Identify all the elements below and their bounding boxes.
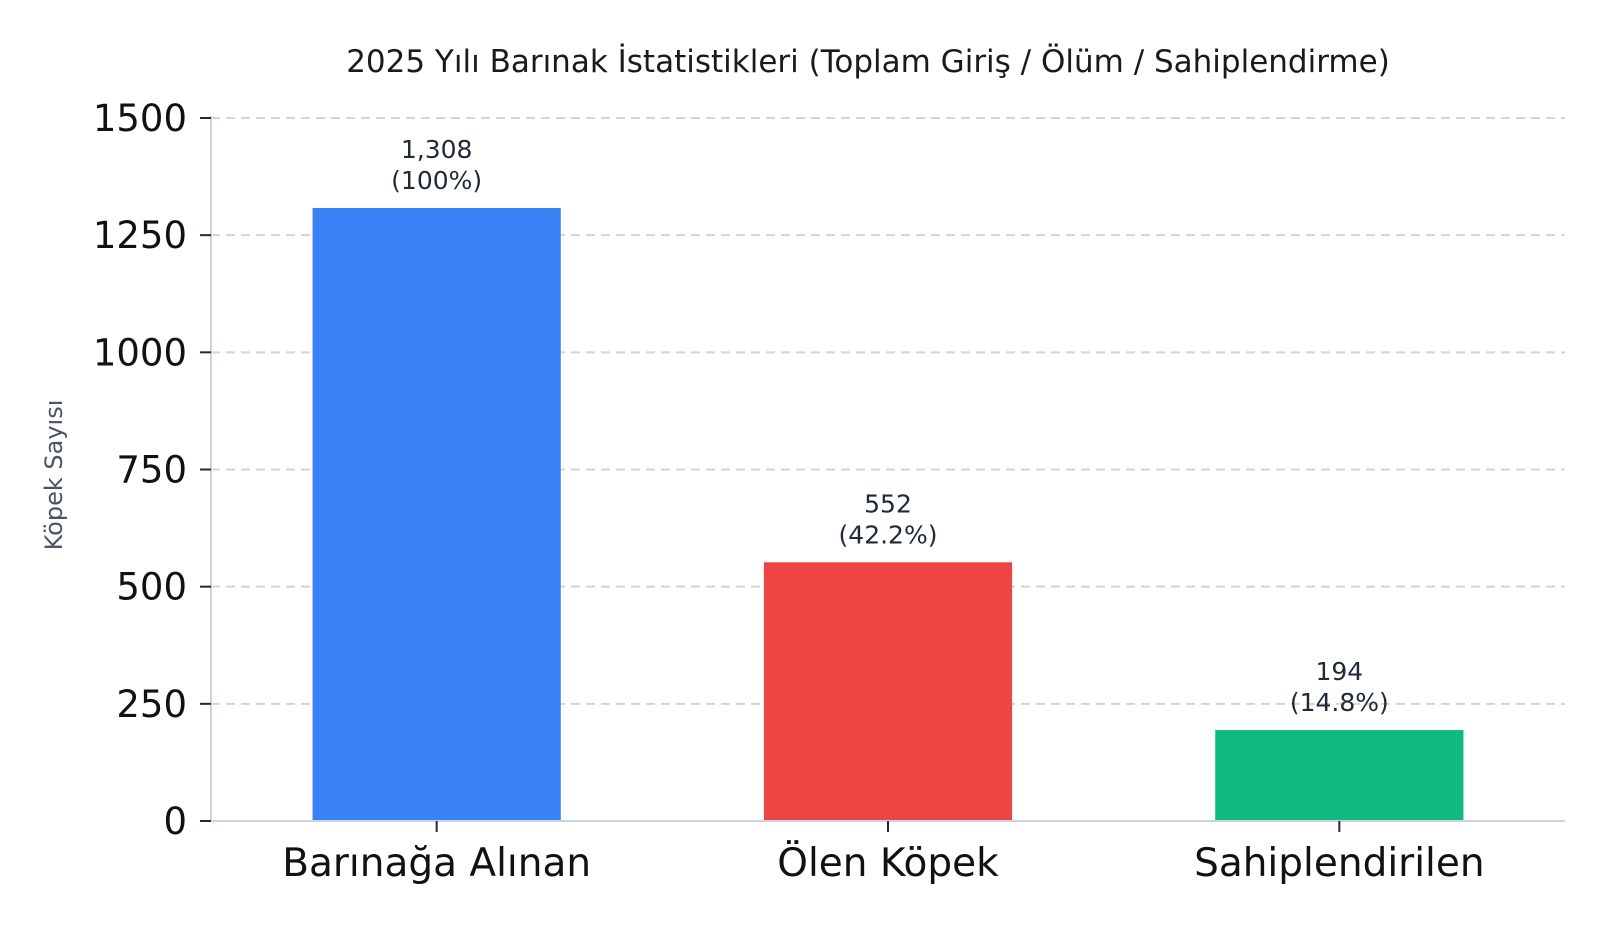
y-tick-label: 1250 — [93, 214, 187, 257]
data-labels: 1,308(100%) 552(42.2%) 194(14.8%) — [391, 135, 1389, 717]
y-tick-label: 500 — [116, 566, 187, 609]
y-tick-label: 1500 — [93, 97, 187, 140]
x-tick-label: Barınağa Alınan — [282, 841, 591, 886]
data-label-value: 194 — [1315, 657, 1363, 686]
data-label-value: 552 — [864, 489, 912, 518]
x-tick-label: Ölen Köpek — [777, 840, 999, 886]
x-tick-label: Sahiplendirilen — [1194, 841, 1485, 886]
y-tick-label: 250 — [116, 683, 187, 726]
y-tick-label: 0 — [163, 800, 187, 843]
bar — [1215, 730, 1464, 821]
bars — [312, 207, 1464, 821]
y-tick-label: 1000 — [93, 331, 187, 374]
y-tick-label: 750 — [116, 449, 187, 492]
data-label-percent: (42.2%) — [839, 520, 938, 549]
y-axis-label: Köpek Sayısı — [40, 400, 68, 551]
chart-title: 2025 Yılı Barınak İstatistikleri (Toplam… — [346, 43, 1390, 80]
bar — [763, 562, 1013, 821]
y-ticks: 0 250 500 750 1000 1250 1500 — [93, 97, 211, 843]
data-label-percent: (100%) — [391, 166, 482, 195]
bar — [312, 207, 561, 821]
data-label-value: 1,308 — [401, 135, 473, 164]
data-label-percent: (14.8%) — [1290, 688, 1389, 717]
x-ticks: Barınağa Alınan Ölen Köpek Sahiplendirilen — [282, 821, 1485, 886]
